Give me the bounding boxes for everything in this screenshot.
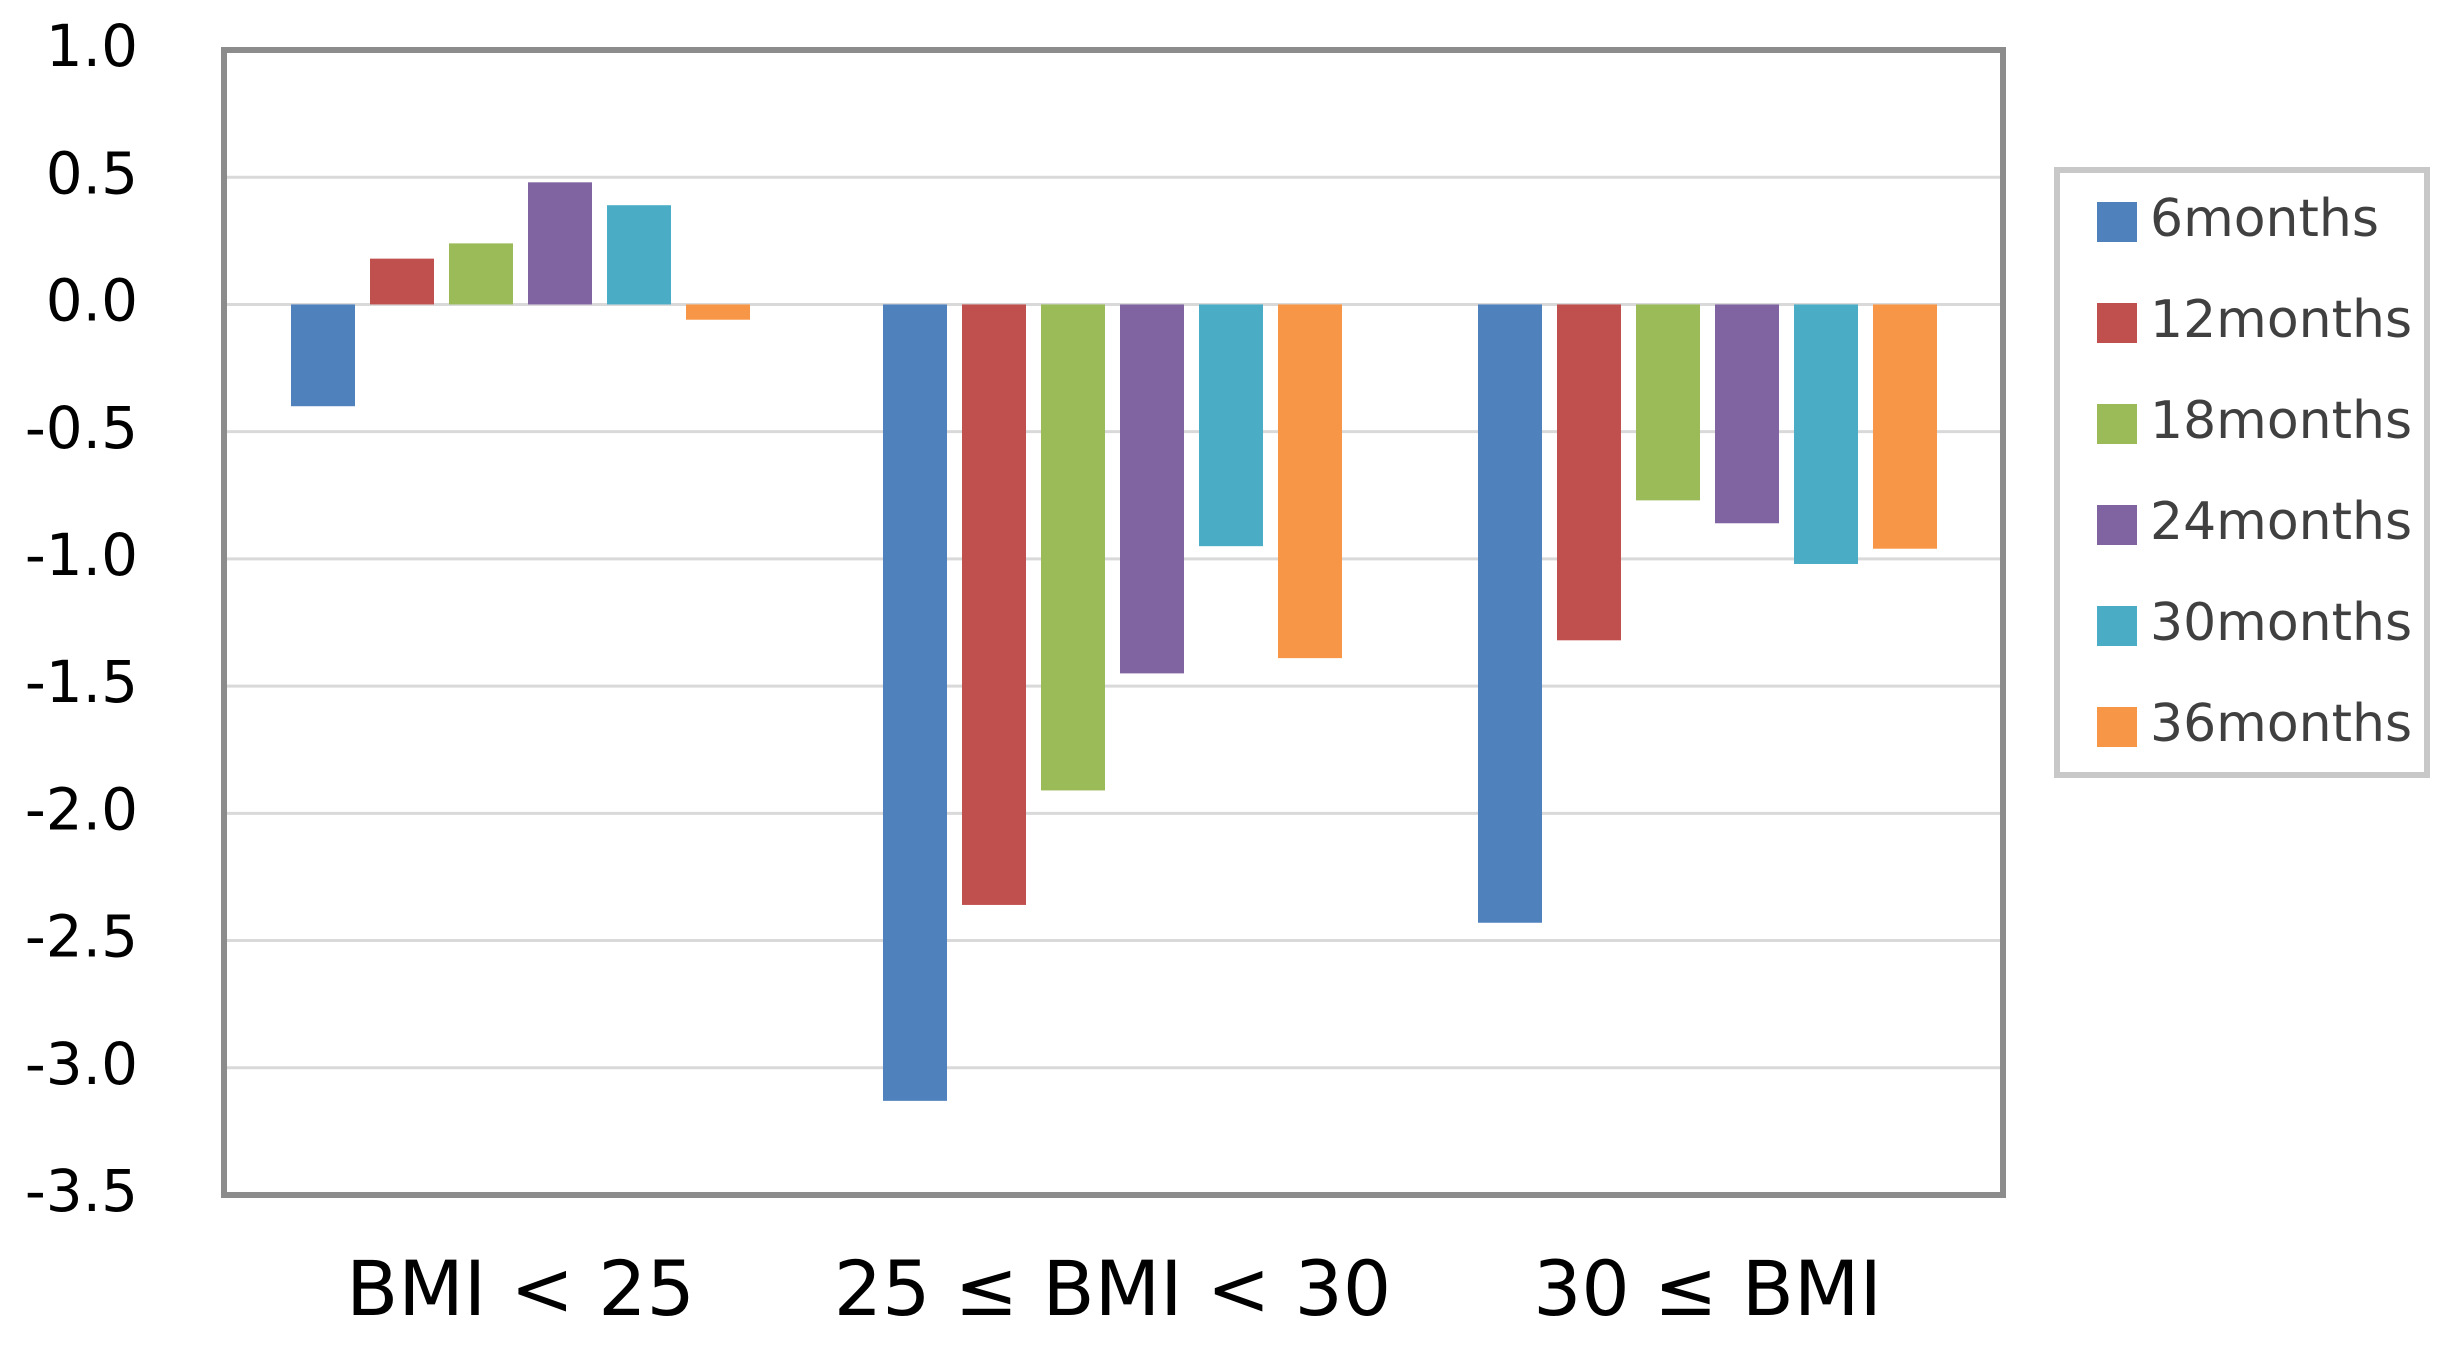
y-tick-label: -1.0	[25, 521, 138, 589]
bar-30months-2	[1199, 304, 1263, 547]
bar-18months-1	[449, 243, 513, 305]
legend-swatch-36months	[2097, 707, 2137, 747]
category-label: 30 ≤ BMI	[1533, 1244, 1882, 1333]
bar-36months-3	[1873, 304, 1937, 549]
bar-30months-1	[607, 205, 671, 305]
legend-swatch-6months	[2097, 202, 2137, 242]
legend-label-18months: 18months	[2150, 391, 2412, 451]
category-label: 25 ≤ BMI < 30	[834, 1244, 1392, 1333]
plot-area-frame	[221, 47, 2006, 1198]
y-tick-label: 0.5	[46, 139, 138, 207]
bar-24months-1	[528, 182, 592, 305]
bar-24months-3	[1715, 304, 1779, 524]
legend-label-12months: 12months	[2150, 290, 2412, 350]
y-tick-label: -3.0	[25, 1030, 138, 1098]
y-tick-label: 0.0	[46, 267, 138, 335]
bar-36months-2	[1278, 304, 1342, 659]
legend-frame	[2054, 167, 2430, 778]
legend-swatch-30months	[2097, 606, 2137, 646]
y-tick-label: 1.0	[46, 12, 138, 80]
legend-swatch-18months	[2097, 404, 2137, 444]
legend-swatch-24months	[2097, 505, 2137, 545]
bar-6months-1	[291, 304, 355, 407]
legend: 6months 12months 18months 24months 30months 3…	[2054, 167, 2430, 778]
bar-6months-3	[1478, 304, 1542, 923]
bar-30months-3	[1794, 304, 1858, 564]
bar-marks	[291, 182, 1937, 1101]
y-tick-label: -2.5	[25, 903, 138, 971]
bar-6months-2	[883, 304, 947, 1101]
y-tick-label: -2.0	[25, 775, 138, 843]
legend-items: 6months 12months 18months 24months 30months 3…	[2097, 189, 2412, 754]
y-tick-label: -1.5	[25, 648, 138, 716]
category-label: BMI < 25	[346, 1244, 695, 1333]
bar-24months-2	[1120, 304, 1184, 674]
bar-12months-2	[962, 304, 1026, 905]
bar-12months-3	[1557, 304, 1621, 641]
legend-label-36months: 36months	[2150, 694, 2412, 754]
legend-label-30months: 30months	[2150, 593, 2412, 653]
x-axis-category-labels: BMI < 25 25 ≤ BMI < 30 30 ≤ BMI	[346, 1244, 1882, 1333]
bar-18months-3	[1636, 304, 1700, 501]
legend-label-6months: 6months	[2150, 189, 2379, 249]
bar-36months-1	[686, 304, 750, 320]
legend-swatch-12months	[2097, 303, 2137, 343]
bar-12months-1	[370, 258, 434, 305]
gridlines	[224, 175, 2003, 1070]
y-tick-label: -0.5	[25, 394, 138, 462]
bar-18months-2	[1041, 304, 1105, 791]
legend-label-24months: 24months	[2150, 492, 2412, 552]
y-axis-tick-labels: 1.0 0.5 0.0 -0.5 -1.0 -1.5 -2.0 -2.5 -3.0 -3.5	[25, 12, 138, 1225]
y-tick-label: -3.5	[25, 1157, 138, 1225]
